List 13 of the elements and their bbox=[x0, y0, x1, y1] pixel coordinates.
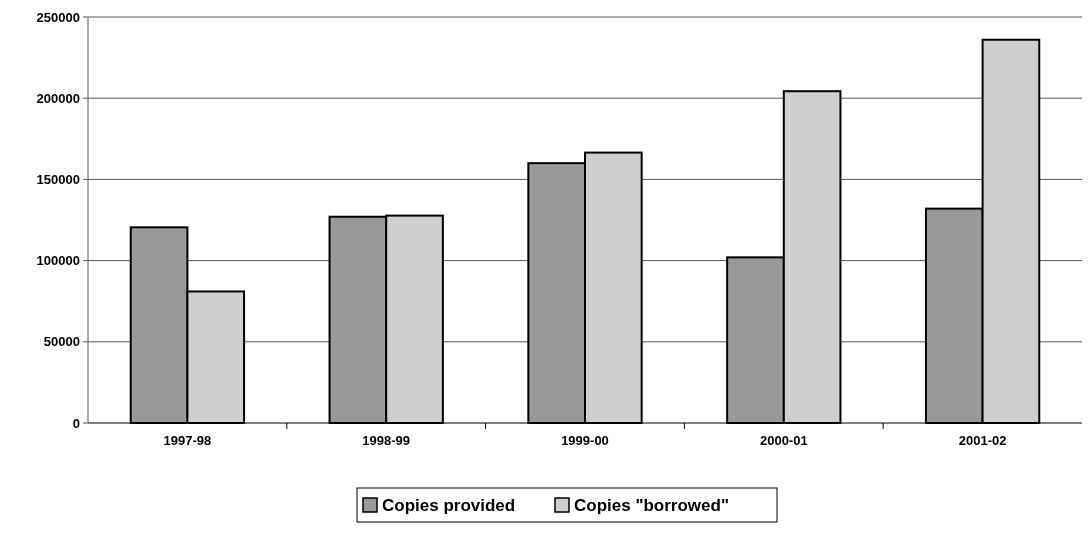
x-tick-label: 1997-98 bbox=[163, 433, 212, 448]
y-tick-label: 0 bbox=[72, 415, 80, 431]
y-tick-label: 200000 bbox=[36, 90, 80, 106]
x-tick-label: 1999-00 bbox=[561, 433, 609, 448]
x-tick-label: 1998-99 bbox=[362, 433, 411, 448]
y-tick-label: 100000 bbox=[36, 253, 80, 269]
y-tick-label: 250000 bbox=[36, 9, 80, 25]
legend-label: Copies provided bbox=[382, 495, 516, 515]
y-tick-label: 150000 bbox=[36, 171, 80, 187]
legend-label: Copies "borrowed" bbox=[574, 495, 729, 515]
x-tick-label: 2001-02 bbox=[958, 433, 1007, 448]
y-tick-label: 50000 bbox=[43, 334, 80, 350]
x-tick-label: 2000-01 bbox=[759, 433, 808, 448]
